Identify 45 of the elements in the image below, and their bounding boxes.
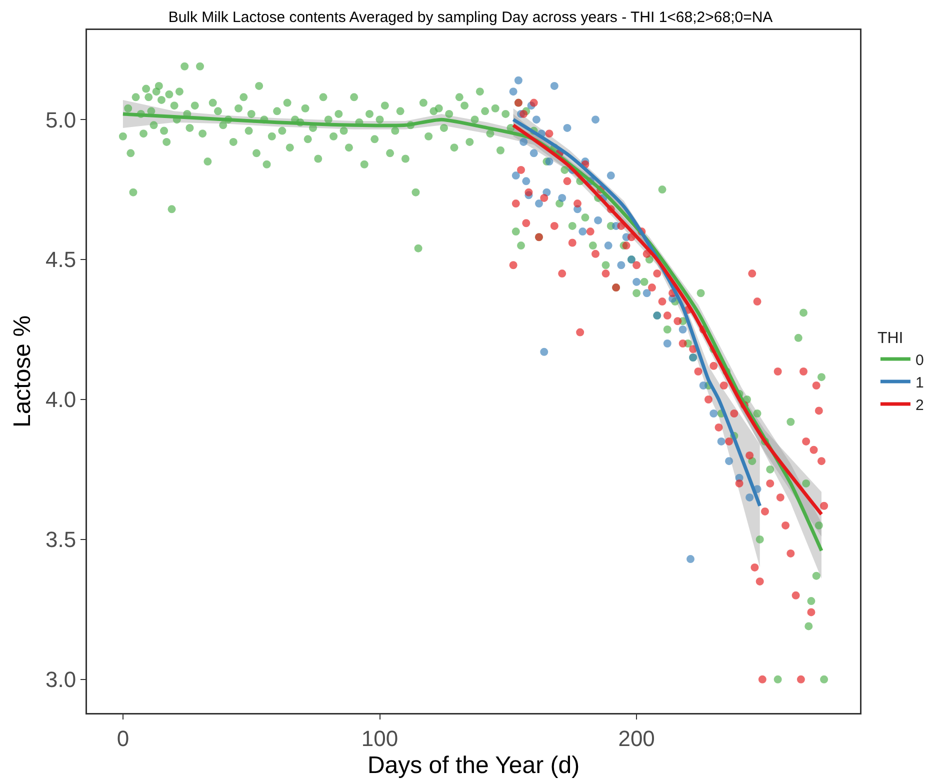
point — [532, 116, 540, 124]
legend-label: 1 — [915, 374, 924, 392]
x-tick-label: 200 — [618, 726, 655, 751]
point — [522, 177, 530, 186]
x-axis-title: Days of the Year (d) — [367, 752, 580, 779]
legend-title: THI — [877, 330, 904, 347]
line-series — [512, 118, 762, 508]
chart-title: Bulk Milk Lactose contents Averaged by sampling Day across years - THI 1<68;2>68;0=NA — [168, 9, 773, 26]
point — [520, 138, 528, 146]
point — [699, 382, 708, 390]
legend-label: 2 — [915, 396, 924, 414]
point — [509, 88, 518, 96]
legend-label: 0 — [915, 352, 924, 369]
point — [725, 457, 734, 466]
y-tick-label: 3.0 — [46, 667, 76, 692]
point — [678, 326, 687, 334]
point — [686, 555, 694, 564]
point — [534, 200, 543, 208]
point — [540, 348, 548, 356]
y-tick-label: 3.5 — [46, 527, 76, 552]
y-tick-label: 4.5 — [46, 247, 76, 272]
y-tick-label: 4.0 — [46, 387, 76, 412]
point — [617, 261, 626, 270]
point — [746, 493, 754, 502]
point — [642, 289, 651, 298]
x-tick-label: 100 — [361, 726, 398, 751]
point — [545, 158, 554, 166]
x-tick-label: 0 — [116, 726, 130, 751]
point — [512, 172, 520, 180]
point — [514, 76, 522, 84]
point — [558, 194, 566, 202]
y-axis-title: Lactose % — [8, 315, 36, 428]
point — [530, 149, 538, 158]
point — [606, 172, 615, 180]
point — [550, 82, 558, 90]
point — [578, 228, 587, 236]
point — [591, 116, 600, 124]
point — [563, 124, 572, 132]
point — [604, 242, 612, 250]
point — [717, 437, 726, 446]
y-tick-label: 5.0 — [46, 107, 76, 132]
point — [710, 409, 718, 418]
point — [594, 216, 602, 224]
point — [632, 278, 641, 286]
point — [663, 340, 672, 348]
